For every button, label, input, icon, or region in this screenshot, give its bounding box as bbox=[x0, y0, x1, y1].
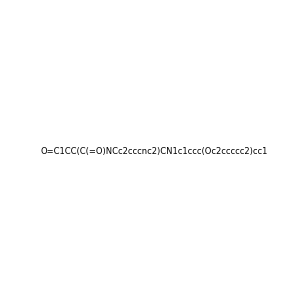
Text: O=C1CC(C(=O)NCc2cccnc2)CN1c1ccc(Oc2ccccc2)cc1: O=C1CC(C(=O)NCc2cccnc2)CN1c1ccc(Oc2ccccc… bbox=[40, 147, 267, 156]
